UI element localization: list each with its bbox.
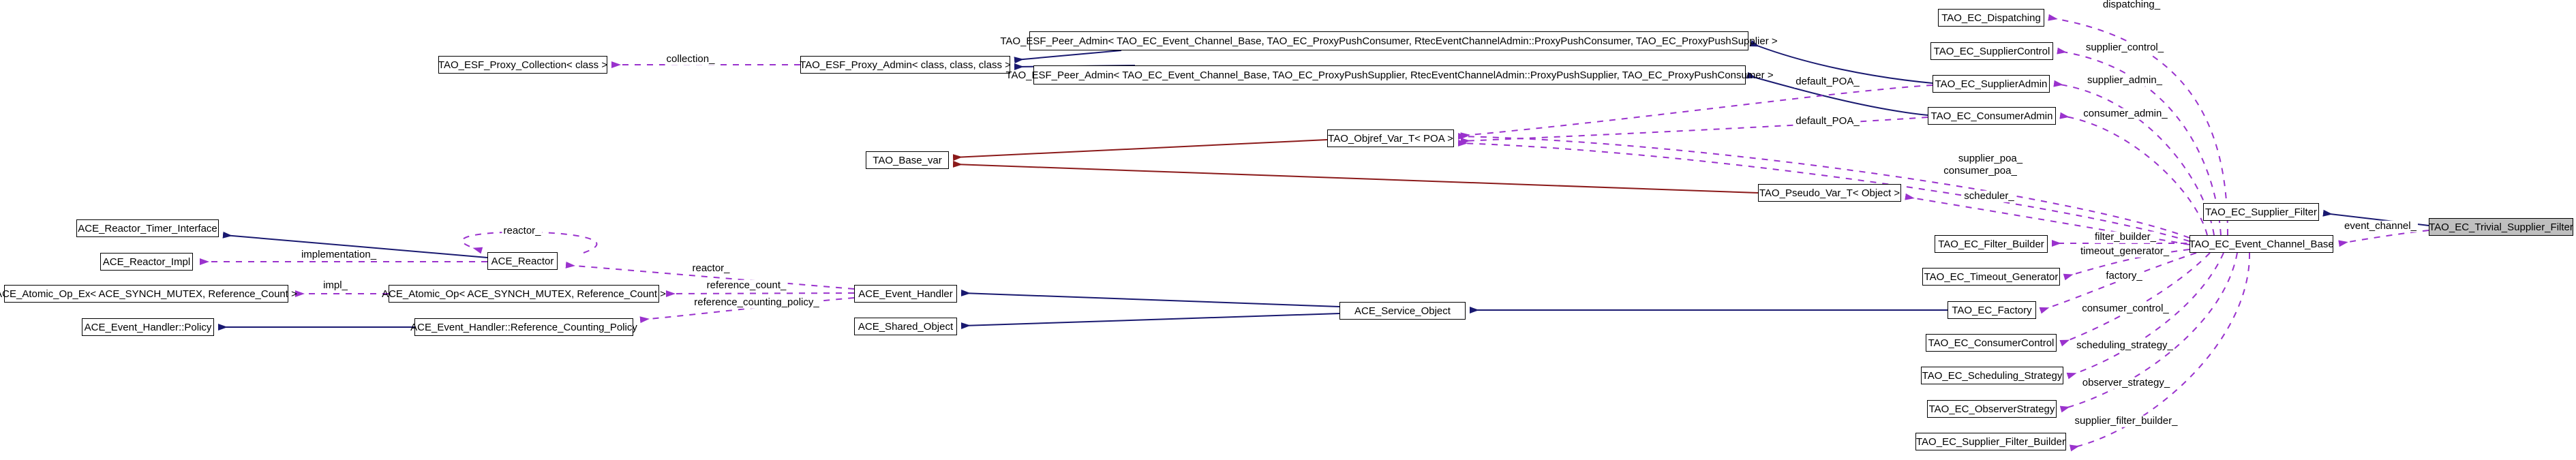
node-atomic-op-ex[interactable]: ACE_Atomic_Op_Ex< ACE_SYNCH_MUTEX, Refer… [0,285,297,303]
edge-label-reference_count: reference_count_ [705,279,788,292]
edge-supplier_admin [2053,80,2215,236]
edge-inherit-2 [1749,40,1933,84]
edge-label-dispatching: dispatching_ [2101,0,2162,11]
edge-label-supplier_filter_builder: supplier_filter_builder_ [2073,414,2179,427]
edge-label-reactor: reactor_ [691,262,731,275]
edge-consumer_admin [2059,112,2208,236]
edge-label-collection: collection_ [665,52,716,65]
edge-label-supplier_admin: supplier_admin_ [2085,74,2164,87]
node-proxy-collection[interactable]: TAO_ESF_Proxy_Collection< class > [438,56,607,74]
edge-event_channel [2338,230,2429,247]
node-peer-admin-consumer[interactable]: TAO_ESF_Peer_Admin< TAO_EC_Event_Channel… [1000,31,1778,50]
node-ec-supplier-filter[interactable]: TAO_EC_Supplier_Filter [2203,203,2319,221]
node-eh-policy[interactable]: ACE_Event_Handler::Policy [82,318,214,336]
edge-timeout_generator [2063,249,2190,281]
edge-inherit-7 [960,313,1340,330]
node-ec-trivial-supplier-filter[interactable]: TAO_EC_Trivial_Supplier_Filter [2429,218,2573,236]
node-reactor[interactable]: ACE_Reactor [487,252,558,270]
node-ec-supplier-admin[interactable]: TAO_EC_SupplierAdmin [1933,75,2050,93]
edge-label-default_POA: default_POA_ [1794,114,1861,127]
edge-label-timeout_generator: timeout_generator_ [2078,245,2171,258]
node-eh-ref-counting-policy[interactable]: ACE_Event_Handler::Reference_Counting_Po… [410,318,637,336]
edge-inherit-3 [1746,72,1928,116]
node-event-handler[interactable]: ACE_Event_Handler [854,285,957,303]
node-ec-event-channel-base[interactable]: TAO_EC_Event_Channel_Base [2189,235,2334,253]
node-ec-consumer-control[interactable]: TAO_EC_ConsumerControl [1926,334,2057,352]
edge-reference_counting_policy [639,297,855,324]
node-ec-observer-strategy[interactable]: TAO_EC_ObserverStrategy [1927,400,2057,418]
edge-consumer_control [2059,252,2211,347]
edge-label-reference_counting_policy: reference_counting_policy_ [693,296,821,309]
node-reactor-impl[interactable]: ACE_Reactor_Impl [100,253,193,271]
node-ec-filter-builder[interactable]: TAO_EC_Filter_Builder [1935,235,2048,253]
edge-default_POA [1460,117,1928,145]
edge-factory [2039,252,2197,314]
node-pseudo-var[interactable]: TAO_Pseudo_Var_T< Object > [1758,184,1901,202]
node-peer-admin-supplier[interactable]: TAO_ESF_Peer_Admin< TAO_EC_Event_Channel… [1005,65,1774,85]
node-reactor-timer-interface[interactable]: ACE_Reactor_Timer_Interface [76,219,219,237]
edge-label-scheduler: scheduler_ [1963,189,2016,202]
node-service-object[interactable]: ACE_Service_Object [1339,302,1466,320]
edge-label-supplier_poa: supplier_poa_ [1956,152,2025,165]
node-ec-supplier-control[interactable]: TAO_EC_SupplierControl [1930,42,2053,60]
node-objref-var[interactable]: TAO_Objref_Var_T< POA > [1327,129,1454,147]
edge-inherit-6 [960,289,1340,307]
node-ec-timeout-generator[interactable]: TAO_EC_Timeout_Generator [1922,268,2060,286]
node-ec-consumer-admin[interactable]: TAO_EC_ConsumerAdmin [1928,107,2056,125]
edge-dispatching [2048,14,2228,236]
edge-inherit-4 [222,231,488,258]
edge-label-consumer_poa: consumer_poa_ [1942,164,2018,177]
node-ec-factory[interactable]: TAO_EC_Factory [1948,301,2036,319]
edge-label-reactor: reactor_ [502,224,543,237]
edge-label-impl: impl_ [322,279,349,292]
edge-label-filter_builder: filter_builder_ [2093,230,2158,243]
edge-reference_count [665,290,855,298]
edge-supplier_poa [1457,132,2190,239]
edge-label-supplier_control: supplier_control_ [2084,41,2166,54]
edge-supplier_filter_builder [2069,252,2251,452]
edge-label-consumer_admin: consumer_admin_ [2082,107,2169,120]
edge-default_POA [1460,85,1933,140]
edge-label-scheduling_strategy: scheduling_strategy_ [2075,339,2175,352]
edge-label-implementation: implementation_ [299,248,378,261]
node-ec-supplier-filter-builder[interactable]: TAO_EC_Supplier_Filter_Builder [1915,433,2066,450]
edge-label-event_channel: event_channel_ [2343,219,2418,232]
edge-observer_strategy [2059,252,2238,413]
edge-label-factory: factory_ [2104,269,2144,282]
edge-scheduling_strategy [2066,252,2224,380]
edge-private-10 [952,139,1328,162]
node-ec-dispatching[interactable]: TAO_EC_Dispatching [1938,9,2044,27]
edge-private-11 [952,160,1759,194]
node-shared-object[interactable]: ACE_Shared_Object [854,318,957,335]
node-atomic-op[interactable]: ACE_Atomic_Op< ACE_SYNCH_MUTEX, Referenc… [382,285,666,303]
edge-consumer_poa [1457,139,2190,242]
node-base-var[interactable]: TAO_Base_var [866,151,949,169]
edge-inherit-0 [1014,50,1122,64]
edge-label-default_POA: default_POA_ [1794,75,1861,88]
node-ec-scheduling-strategy[interactable]: TAO_EC_Scheduling_Strategy [1921,367,2063,384]
edge-label-observer_strategy: observer_strategy_ [2080,376,2172,389]
node-proxy-admin[interactable]: TAO_ESF_Proxy_Admin< class, class, class… [800,56,1011,74]
edge-label-consumer_control: consumer_control_ [2080,302,2170,315]
edge-supplier_control [2057,47,2222,236]
